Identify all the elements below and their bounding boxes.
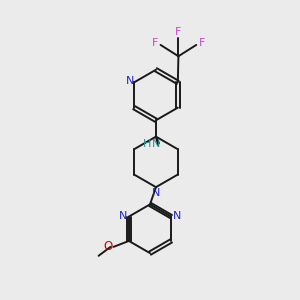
Text: F: F — [175, 27, 182, 38]
Text: F: F — [152, 38, 158, 48]
Text: F: F — [198, 38, 205, 48]
Text: O: O — [103, 240, 113, 253]
Text: N: N — [173, 211, 181, 221]
Text: N: N — [152, 139, 160, 149]
Text: H: H — [143, 139, 151, 149]
Text: N: N — [119, 211, 127, 221]
Text: N: N — [152, 188, 160, 198]
Text: N: N — [126, 76, 134, 86]
